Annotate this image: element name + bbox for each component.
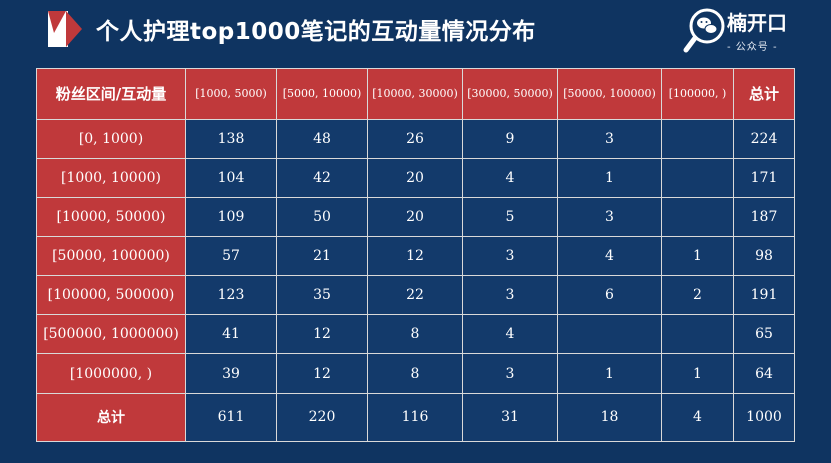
totals-row-header: 总计 <box>36 392 186 443</box>
table-cell: 1 <box>661 353 734 394</box>
table-cell: 1 <box>661 236 734 277</box>
row-total-cell: 187 <box>733 196 795 238</box>
table-cell: 20 <box>367 157 463 198</box>
table-cell: 12 <box>276 314 368 355</box>
column-header: [5000, 10000) <box>276 68 368 120</box>
table-cell: 116 <box>367 392 463 443</box>
row-header: [1000000, ) <box>36 353 186 394</box>
row-total-cell: 65 <box>733 314 795 355</box>
table-cell: 22 <box>367 275 463 316</box>
brand-name: 楠开口 <box>727 11 787 35</box>
row-header: [10000, 50000) <box>36 196 186 238</box>
table-cell: 12 <box>276 353 368 394</box>
page-title: 个人护理top1000笔记的互动量情况分布 <box>96 19 536 45</box>
row-total-cell: 98 <box>733 236 795 277</box>
table-cell: 3 <box>462 275 558 316</box>
table-cell: 20 <box>367 196 463 238</box>
brand-badge: 楠开口 - 公众号 - <box>683 4 813 56</box>
row-total-cell: 191 <box>733 275 795 316</box>
table-cell: 3 <box>557 196 662 238</box>
table-cell: 138 <box>185 118 277 159</box>
table-cell: 104 <box>185 157 277 198</box>
table-cell <box>661 314 734 355</box>
table-cell: 8 <box>367 353 463 394</box>
table-row: [10000, 50000) 109 50 20 5 3 187 <box>36 196 795 238</box>
table-cell <box>661 196 734 238</box>
corner-header: 粉丝区间/互动量 <box>36 68 186 120</box>
total-column-header: 总计 <box>733 68 795 120</box>
table-header-row: 粉丝区间/互动量 [1000, 5000) [5000, 10000) [100… <box>36 68 795 120</box>
column-header: [1000, 5000) <box>185 68 277 120</box>
row-header: [500000, 1000000) <box>36 314 186 355</box>
column-header: [50000, 100000) <box>557 68 662 120</box>
table-cell: 21 <box>276 236 368 277</box>
brand-logo-mark <box>48 11 82 47</box>
table-cell: 8 <box>367 314 463 355</box>
row-header: [50000, 100000) <box>36 236 186 277</box>
table-cell: 42 <box>276 157 368 198</box>
column-header: [10000, 30000) <box>367 68 463 120</box>
row-total-cell: 224 <box>733 118 795 159</box>
row-total-cell: 64 <box>733 353 795 394</box>
table-cell: 18 <box>557 392 662 443</box>
grand-total-cell: 1000 <box>733 392 795 443</box>
table-row: [50000, 100000) 57 21 12 3 4 1 98 <box>36 236 795 277</box>
table-cell: 39 <box>185 353 277 394</box>
table-cell: 3 <box>462 236 558 277</box>
table-cell: 9 <box>462 118 558 159</box>
row-header: [100000, 500000) <box>36 275 186 316</box>
table-cell: 57 <box>185 236 277 277</box>
table-cell: 1 <box>557 157 662 198</box>
table-cell <box>661 118 734 159</box>
table-cell: 220 <box>276 392 368 443</box>
table-cell: 50 <box>276 196 368 238</box>
interaction-distribution-table: 粉丝区间/互动量 [1000, 5000) [5000, 10000) [100… <box>36 68 795 443</box>
table-cell: 109 <box>185 196 277 238</box>
table-cell: 611 <box>185 392 277 443</box>
table-cell: 26 <box>367 118 463 159</box>
row-header: [1000, 10000) <box>36 157 186 198</box>
table-cell <box>661 157 734 198</box>
table-row: [0, 1000) 138 48 26 9 3 224 <box>36 118 795 159</box>
table-cell: 35 <box>276 275 368 316</box>
table-cell: 4 <box>661 392 734 443</box>
table-cell: 2 <box>661 275 734 316</box>
column-header: [30000, 50000) <box>462 68 558 120</box>
totals-row: 总计 611 220 116 31 18 4 1000 <box>36 392 795 443</box>
table-cell: 123 <box>185 275 277 316</box>
row-total-cell: 171 <box>733 157 795 198</box>
table-cell: 1 <box>557 353 662 394</box>
column-header: [100000, ) <box>661 68 734 120</box>
table-row: [1000000, ) 39 12 8 3 1 1 64 <box>36 353 795 394</box>
table-cell: 4 <box>462 314 558 355</box>
brand-subtitle: - 公众号 - <box>727 42 778 53</box>
table-row: [1000, 10000) 104 42 20 4 1 171 <box>36 157 795 198</box>
table-cell: 31 <box>462 392 558 443</box>
table-row: [500000, 1000000) 41 12 8 4 65 <box>36 314 795 355</box>
table-cell: 4 <box>557 236 662 277</box>
table-row: [100000, 500000) 123 35 22 3 6 2 191 <box>36 275 795 316</box>
table-cell <box>557 314 662 355</box>
table-cell: 6 <box>557 275 662 316</box>
magnifier-wechat-icon <box>683 8 725 53</box>
table-cell: 3 <box>557 118 662 159</box>
table-cell: 5 <box>462 196 558 238</box>
table-cell: 41 <box>185 314 277 355</box>
table-cell: 12 <box>367 236 463 277</box>
row-header: [0, 1000) <box>36 118 186 159</box>
table-cell: 3 <box>462 353 558 394</box>
table-cell: 4 <box>462 157 558 198</box>
table-cell: 48 <box>276 118 368 159</box>
